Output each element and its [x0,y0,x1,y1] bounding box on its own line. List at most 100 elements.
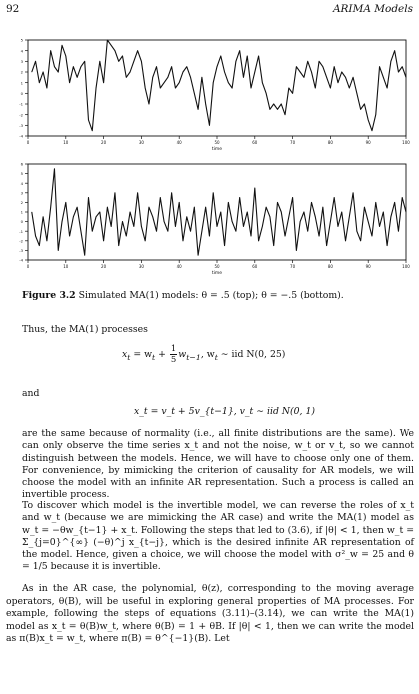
bottom-plot-data-point [57,250,59,251]
top-plot-data-point [57,71,59,73]
bottom-plot-data-point [228,202,229,203]
top-plot-data-point [156,66,157,67]
bottom-plot-data-point [243,226,244,227]
top-plot-data-point [250,87,252,89]
bottom-plot-xtick-label: 40 [177,264,183,269]
bottom-plot-data-point [341,211,343,213]
top-plot-data-point [61,45,63,46]
top-plot-data-point [243,77,244,78]
bottom-plot-data-point [333,197,335,198]
bottom-plot-ytick-label: 6 [21,162,24,167]
bottom-plot-data-point [326,245,327,246]
bottom-plot-data-point [91,230,93,232]
top-plot-xtick-label: 20 [101,140,107,145]
top-plot-data-point [175,87,176,89]
bottom-plot-data-point [110,226,112,227]
top-plot-data-point [103,82,104,83]
top-plot-xtick-label: 80 [328,140,334,145]
eq1-mid: = w [130,349,153,360]
top-plot-data-point [360,109,361,110]
top-plot-data-point [322,66,324,67]
top-plot-data-point [190,77,191,78]
top-plot-data-point [201,77,203,78]
bottom-plot-xtick-label: 100 [402,264,410,269]
top-plot-data-point [345,77,346,78]
bottom-plot-data-point [345,240,346,242]
bottom-plot-data-point [156,230,157,232]
top-plot-data-point [46,87,48,89]
top-plot-data-point [118,61,120,62]
top-plot-data-point [144,87,146,89]
top-plot-xtick-label: 30 [139,140,145,145]
bottom-plot-data-point [390,216,392,218]
top-plot-data-point [224,71,225,73]
bottom-plot-ytick-label: -4 [19,258,23,263]
bottom-plot-data-point [371,235,373,237]
bottom-plot-data-point [54,168,55,170]
top-plot-data-point [337,82,339,83]
bottom-plot-data-point [254,187,256,189]
eq1-w-sub: t−1 [186,352,201,362]
figure-caption-text: Simulated MA(1) models: θ = .5 (top); θ … [75,290,344,301]
page-header: 92 ARIMA Models [6,3,413,17]
bottom-plot-data-point [299,221,301,222]
top-plot-data-point [54,66,55,67]
top-plot-data-point [50,50,51,51]
bottom-plot-data-point [239,197,240,198]
top-plot-data-point [292,93,293,94]
top-plot-data-point [167,77,169,78]
bottom-plot-data-point [349,216,350,218]
top-plot-xtick-label: 60 [252,140,258,145]
equation-1: xt = wt + 1 5 wt−1, wt ∼ iid N(0, 25) [122,344,286,365]
bottom-plot-data-point [144,240,146,242]
top-plot-ytick-label: 2 [21,70,24,75]
top-plot-data-point [125,77,127,78]
bottom-plot-data-point [379,226,380,227]
bottom-plot-xtick-label: 70 [290,264,296,269]
paragraph-intro: Thus, the MA(1) processes [22,324,148,335]
top-plot-xtick-label: 50 [214,140,220,145]
bottom-plot-data-point [296,250,297,251]
top-plot-xtick-label: 0 [27,140,30,145]
bottom-plot-data-point [405,211,407,213]
bottom-plot-data-point [31,211,33,213]
top-plot-data-point [405,77,407,78]
bottom-plot-data-point [197,254,199,256]
bottom-plot-ytick-label: -1 [19,229,23,234]
top-plot-series-line [31,39,407,132]
bottom-plot-data-point [231,221,233,222]
bottom-plot-data-point [292,197,293,198]
bottom-plot-data-point [220,211,222,213]
bottom-plot-series-line [31,168,407,256]
top-plot-data-point [42,71,44,73]
top-plot-data-point [152,77,154,78]
figure-label: Figure 3.2 [22,290,76,301]
bottom-plot-data-point [201,230,203,232]
top-plot-data-point [84,61,85,62]
top-plot-data-point [258,55,259,57]
bottom-plot-data-point [160,197,161,198]
bottom-plot-data-point [178,202,180,203]
bottom-plot-data-point [186,216,188,218]
eq1-frac-den: 5 [170,355,177,365]
top-plot-data-point [303,77,305,78]
bottom-plot-data-point [364,206,365,208]
bottom-plot-xtick-label: 90 [366,264,372,269]
top-plot-data-point [163,82,165,83]
top-plot-data-point [178,82,180,83]
bottom-plot-data-point [171,192,172,194]
top-plot-data-point [375,114,377,115]
top-plot-data-point [88,119,89,121]
top-plot-data-point [80,66,82,67]
top-plot-data-point [231,87,233,89]
bottom-plot-ytick-label: 2 [21,200,24,205]
bottom-plot-data-point [250,235,252,237]
top-plot-xtick-label: 100 [402,140,410,145]
eq1-cond: , w [200,349,215,360]
top-plot-data-point [205,103,206,105]
bottom-plot-ytick-label: -3 [19,248,23,253]
bottom-plot-data-point [367,221,369,222]
bottom-plot-data-point [262,226,263,227]
